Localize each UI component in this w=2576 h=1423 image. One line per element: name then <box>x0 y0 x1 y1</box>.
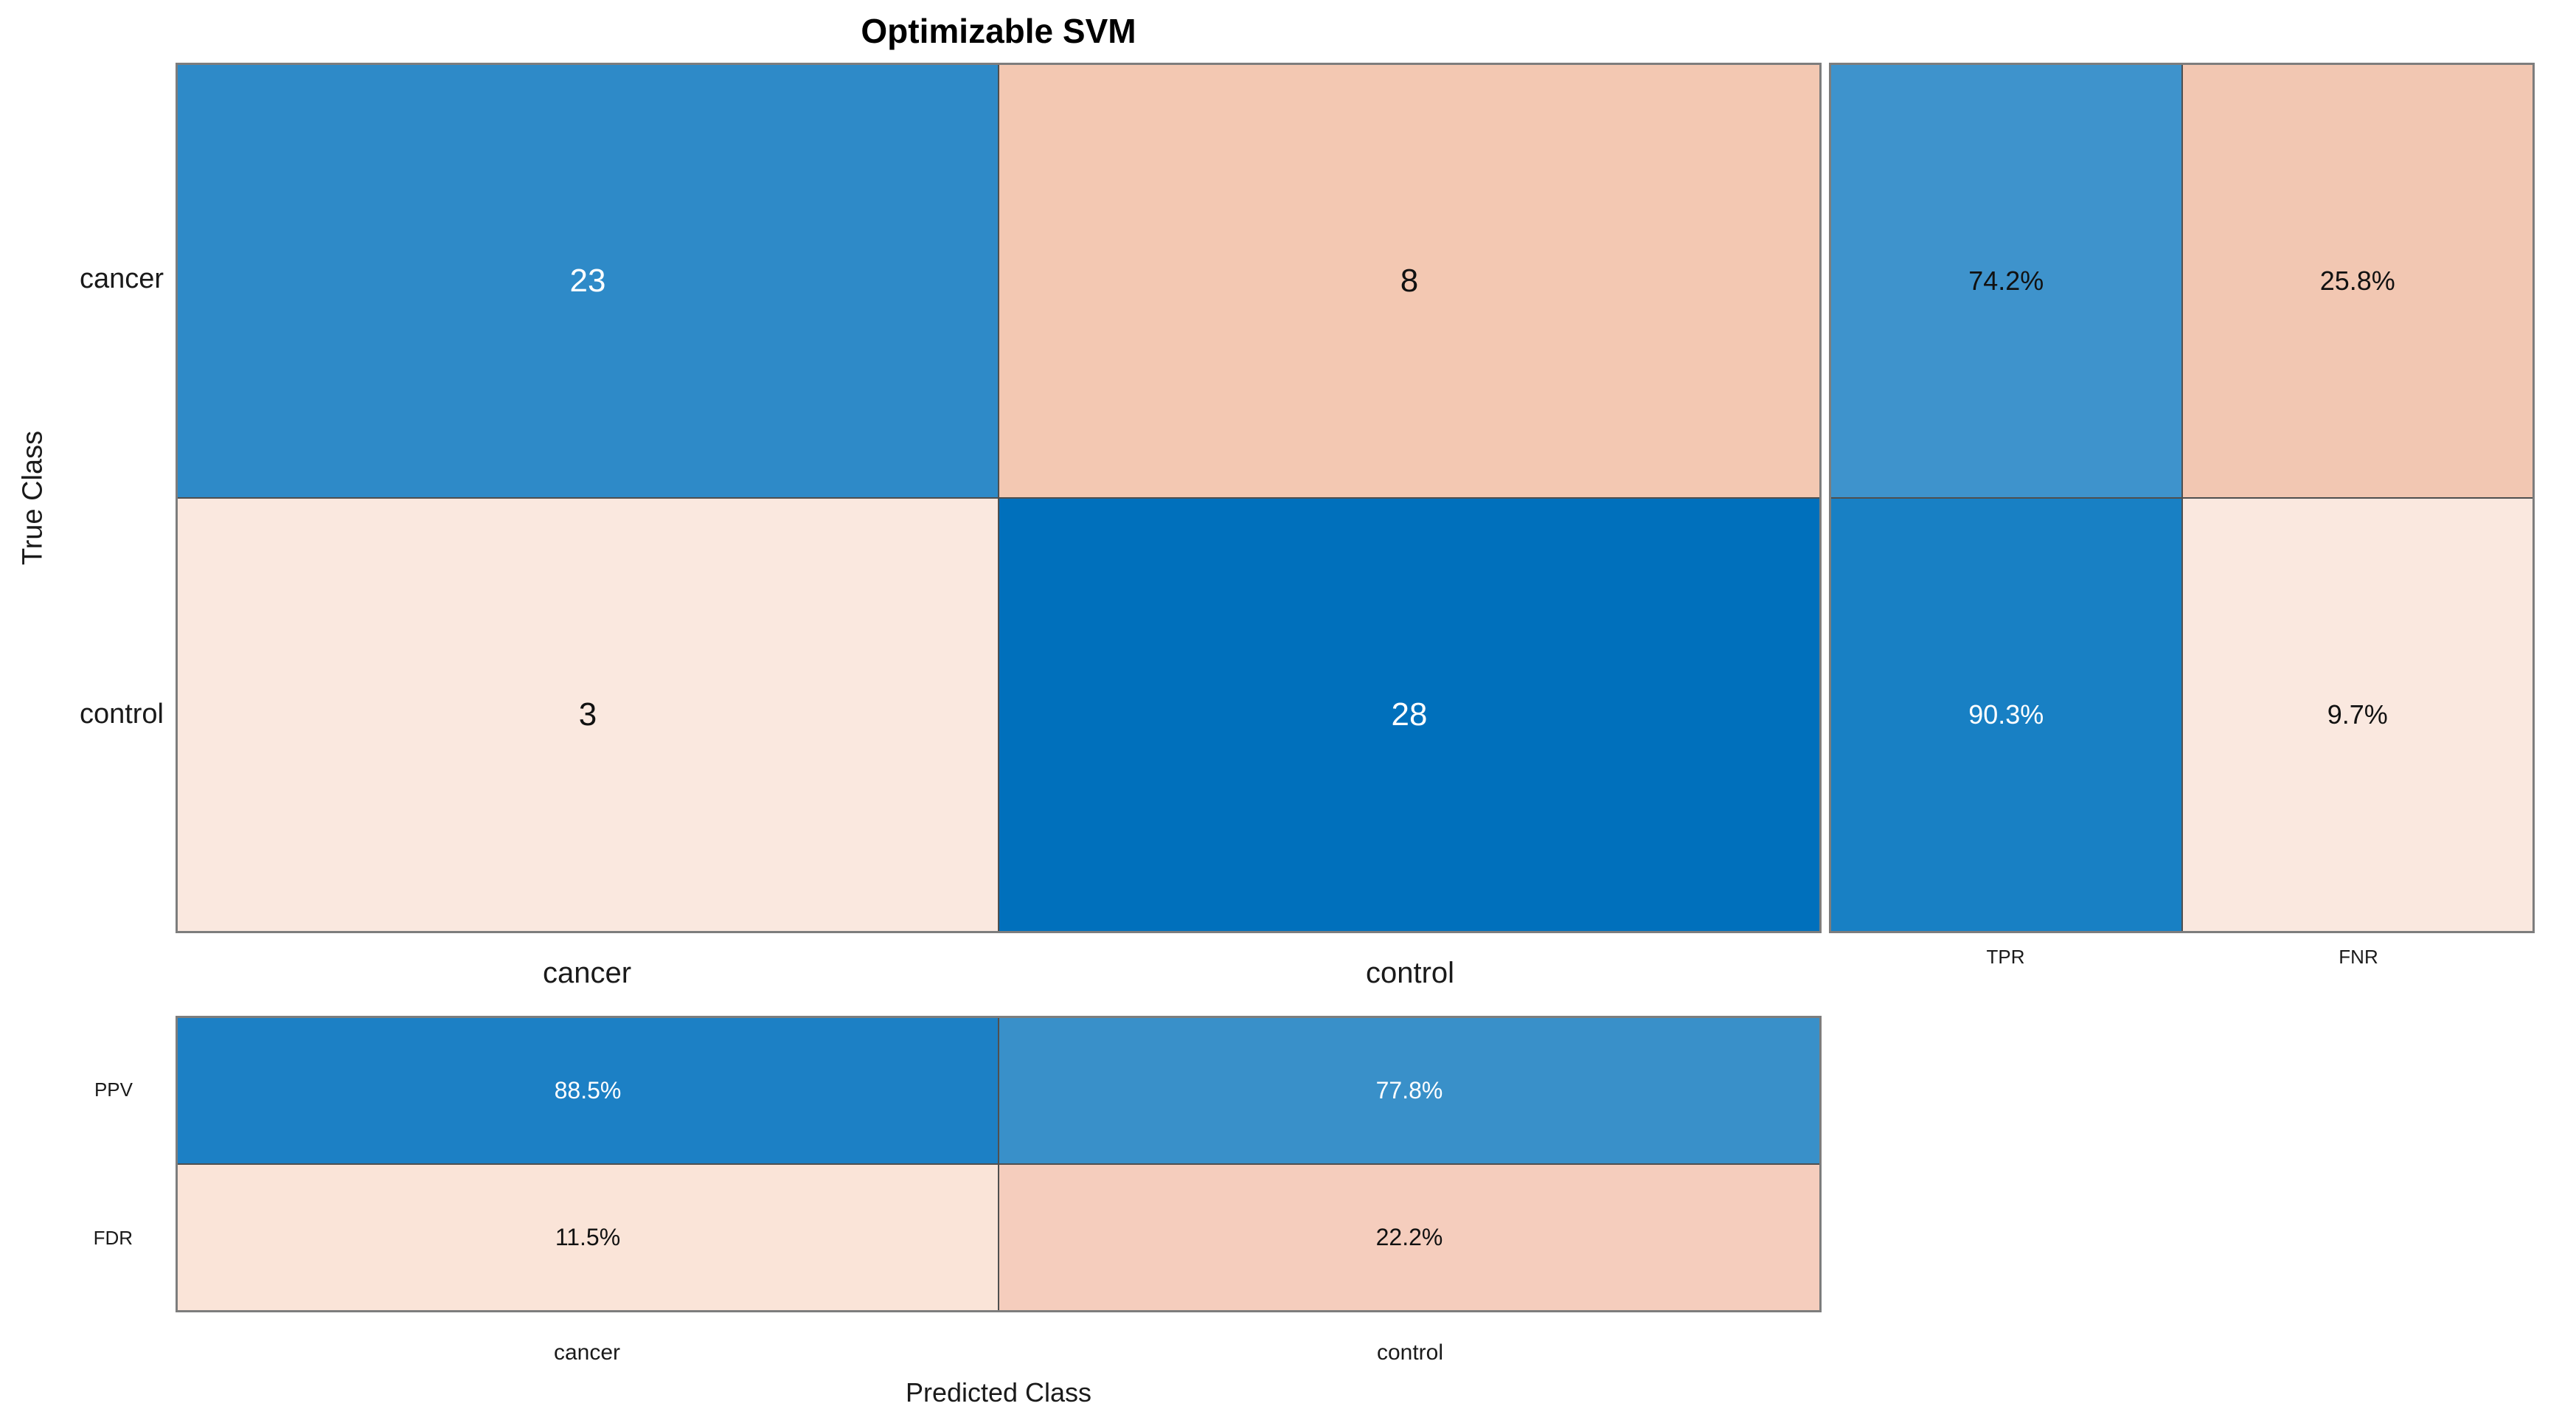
matrix-cell-true-control-pred-control: 28 <box>999 499 1819 931</box>
fdr-row-label: FDR <box>93 1227 133 1249</box>
row-summary-grid: 74.2% 25.8% 90.3% 9.7% <box>1829 63 2535 933</box>
column-summary-grid: 88.5% 77.8% 11.5% 22.2% <box>176 1016 1822 1312</box>
x-axis-label: Predicted Class <box>905 1377 1092 1408</box>
matrix-cell-true-cancer-pred-cancer: 23 <box>178 65 998 497</box>
row-label-control: control <box>79 699 164 730</box>
chart-title: Optimizable SVM <box>861 12 1136 50</box>
fdr-cell-control: 22.2% <box>999 1165 1819 1310</box>
row-label-cancer: cancer <box>79 263 164 294</box>
tpr-cell-cancer: 74.2% <box>1831 65 2181 497</box>
ppv-cell-control: 77.8% <box>999 1018 1819 1163</box>
col-label-cancer: cancer <box>542 957 632 989</box>
fnr-column-label: FNR <box>2339 946 2378 968</box>
tpr-column-label: TPR <box>1986 946 2025 968</box>
matrix-cell-true-cancer-pred-control: 8 <box>999 65 1819 497</box>
ppv-cell-cancer: 88.5% <box>178 1018 998 1163</box>
col-label-control: control <box>1365 957 1455 989</box>
fnr-cell-control: 9.7% <box>2182 499 2532 931</box>
tpr-cell-control: 90.3% <box>1831 499 2181 931</box>
fdr-cell-cancer: 11.5% <box>178 1165 998 1310</box>
matrix-cell-true-control-pred-cancer: 3 <box>178 499 998 931</box>
bottom-col-label-control: control <box>1376 1340 1444 1365</box>
bottom-col-label-cancer: cancer <box>553 1340 621 1365</box>
ppv-row-label: PPV <box>94 1078 133 1101</box>
y-axis-label: True Class <box>17 430 49 566</box>
confusion-matrix-grid: 23 8 3 28 <box>176 63 1822 933</box>
fnr-cell-cancer: 25.8% <box>2182 65 2532 497</box>
